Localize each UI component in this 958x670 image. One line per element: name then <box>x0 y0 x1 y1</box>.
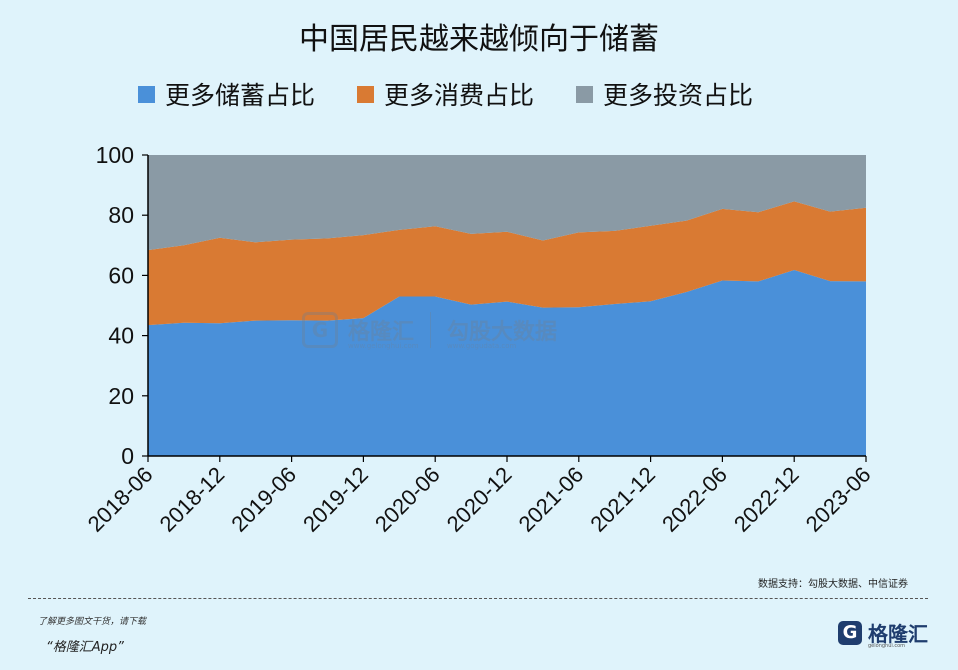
watermark-domain-2: www.gogudata.com <box>447 342 517 350</box>
footer-divider <box>28 598 928 599</box>
stacked-area-chart: 0 20 40 60 80 100 2018-062018-122019-062019-12… <box>83 142 876 537</box>
watermark: G 格隆汇 www.gelonghui.com 勾股大数据 www.goguda… <box>302 312 558 350</box>
logo-domain: gelonghui.com <box>868 643 906 649</box>
area-series-1 <box>148 201 866 326</box>
legend-item-savings: 更多储蓄占比 <box>138 76 315 112</box>
footer-note: 了解更多图文干货，请下载 <box>38 617 147 627</box>
watermark-brand-2: 勾股大数据 <box>447 320 558 345</box>
x-tick-label: 2020-06 <box>370 462 445 537</box>
y-tick-label: 100 <box>96 142 134 168</box>
x-tick-label: 2022-12 <box>729 462 804 537</box>
y-tick-label: 40 <box>108 323 134 349</box>
legend-swatch-consumption <box>357 85 375 103</box>
y-tick-label: 80 <box>108 202 134 228</box>
area-series-2 <box>148 155 866 251</box>
footer-logo[interactable]: G 格隆汇 gelonghui.com <box>838 618 928 649</box>
gelonghui-logo-icon: G <box>838 620 862 645</box>
legend-label-investment: 更多投资占比 <box>603 81 754 110</box>
data-source: 数据支持：勾股大数据、中信证券 <box>758 579 908 590</box>
x-tick-label: 2021-06 <box>514 462 589 537</box>
y-tick-label: 20 <box>108 383 134 409</box>
legend-label-savings: 更多储蓄占比 <box>165 81 316 110</box>
watermark-logo-icon: G <box>302 312 338 348</box>
footer-app-name: “格隆汇App” <box>46 640 124 655</box>
legend-swatch-savings <box>138 85 155 103</box>
chart-legend: 更多储蓄占比 更多消费占比 更多投资占比 <box>138 76 753 112</box>
logo-text: 格隆汇 <box>868 622 928 646</box>
x-tick-label: 2020-12 <box>442 462 517 537</box>
x-tick-label: 2023-06 <box>801 462 876 537</box>
area-series-0 <box>148 270 866 456</box>
x-tick-label: 2021-12 <box>585 462 660 537</box>
legend-item-investment: 更多投资占比 <box>576 76 753 112</box>
legend-label-consumption: 更多消费占比 <box>384 81 535 110</box>
watermark-domain-1: www.gelonghui.com <box>348 342 419 350</box>
legend-swatch-investment <box>576 85 594 103</box>
x-tick-label: 2018-12 <box>155 462 230 537</box>
chart-title: 中国居民越来越倾向于储蓄 <box>299 22 659 57</box>
x-tick-label: 2019-12 <box>298 462 373 537</box>
y-tick-label: 60 <box>108 262 134 288</box>
x-tick-label: 2019-06 <box>226 462 301 537</box>
watermark-brand-1: 格隆汇 <box>348 320 415 345</box>
x-tick-label: 2022-06 <box>657 462 732 537</box>
y-tick-label: 0 <box>121 443 134 469</box>
x-tick-label: 2018-06 <box>83 462 158 537</box>
watermark-divider <box>430 312 432 348</box>
legend-item-consumption: 更多消费占比 <box>357 76 534 112</box>
